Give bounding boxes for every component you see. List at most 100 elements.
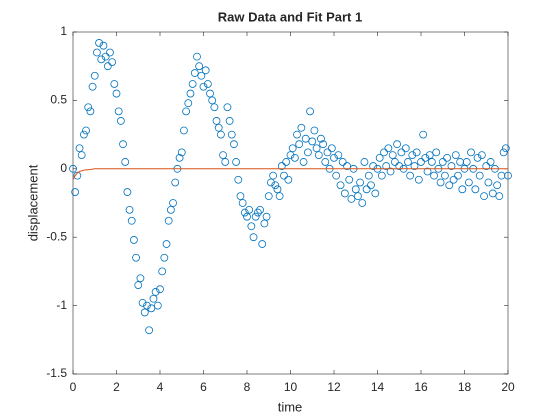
data-point: [227, 130, 236, 139]
data-point: [223, 103, 232, 112]
data-point: [425, 151, 434, 160]
data-point: [367, 181, 375, 190]
data-point: [456, 158, 465, 166]
data-point: [116, 117, 125, 125]
data-point: [269, 171, 278, 180]
data-point: [436, 178, 445, 187]
data-point: [262, 212, 271, 221]
data-point: [443, 153, 452, 162]
data-point: [166, 205, 175, 214]
data-point: [186, 89, 195, 98]
data-point: [497, 171, 506, 180]
data-point: [360, 158, 369, 166]
data-point: [438, 158, 447, 166]
data-point: [393, 140, 401, 149]
data-point: [203, 80, 212, 88]
data-point: [303, 148, 312, 157]
data-point: [138, 298, 147, 307]
data-point: [112, 89, 121, 98]
data-point: [184, 99, 193, 108]
data-point: [451, 151, 460, 160]
data-point: [404, 158, 412, 166]
data-point: [258, 240, 267, 248]
data-point: [110, 80, 119, 88]
data-point: [151, 288, 160, 296]
data-point: [180, 126, 188, 135]
data-point: [310, 126, 319, 135]
data-point: [145, 326, 154, 335]
data-point: [277, 162, 286, 170]
x-tick-label: 12: [327, 380, 341, 394]
fit-line: [72, 168, 508, 180]
data-point: [125, 205, 134, 214]
data-point: [312, 144, 321, 153]
data-point: [162, 240, 171, 248]
data-point: [449, 175, 458, 184]
data-point: [358, 199, 367, 207]
data-point: [417, 158, 425, 166]
data-point: [408, 151, 417, 160]
data-point: [495, 192, 504, 201]
data-point: [199, 82, 208, 91]
data-point: [419, 130, 428, 139]
data-point: [208, 96, 217, 105]
data-point: [90, 71, 99, 80]
x-tick-label: 0: [70, 380, 77, 394]
x-axis-label: time: [278, 399, 303, 414]
y-tick-label: -1: [56, 298, 67, 312]
data-point: [156, 285, 164, 294]
data-point: [253, 208, 262, 217]
data-point: [371, 189, 380, 198]
data-point: [308, 137, 317, 146]
data-point: [225, 117, 234, 125]
data-point: [473, 153, 482, 162]
data-point: [219, 151, 227, 160]
data-point: [475, 171, 484, 180]
data-point: [119, 140, 127, 149]
data-point: [364, 171, 373, 180]
data-point: [362, 185, 371, 194]
data-point: [273, 185, 282, 194]
data-point: [282, 158, 291, 166]
data-point: [82, 126, 90, 135]
data-point: [454, 171, 462, 180]
data-point: [484, 178, 493, 187]
data-point: [382, 162, 391, 170]
data-point: [136, 274, 145, 283]
data-point: [71, 188, 80, 196]
data-point: [169, 199, 177, 207]
data-point: [197, 71, 206, 80]
data-point: [290, 153, 299, 162]
data-point: [499, 148, 508, 157]
data-point: [330, 153, 338, 162]
data-point: [388, 151, 397, 160]
data-point: [210, 103, 219, 112]
data-point: [143, 301, 151, 310]
x-tick-label: 6: [200, 380, 207, 394]
data-point: [471, 185, 480, 194]
data-point: [432, 148, 441, 157]
data-point: [69, 164, 77, 173]
data-point: [232, 158, 241, 166]
data-point: [123, 188, 132, 196]
y-tick-label: 0.5: [50, 93, 67, 107]
data-point: [271, 181, 280, 190]
data-point: [441, 171, 449, 180]
data-point: [188, 80, 197, 88]
data-point: [147, 304, 156, 313]
data-point: [108, 58, 117, 66]
data-point: [245, 205, 254, 214]
data-point: [73, 171, 82, 180]
data-point: [299, 158, 308, 166]
data-point: [477, 151, 486, 160]
data-point: [334, 151, 343, 160]
data-point: [149, 294, 158, 303]
data-point: [206, 89, 214, 98]
data-point: [103, 62, 112, 71]
data-point: [319, 140, 328, 149]
data-point: [356, 178, 365, 187]
data-point: [177, 148, 186, 157]
data-point: [267, 178, 275, 187]
data-point: [221, 158, 230, 166]
